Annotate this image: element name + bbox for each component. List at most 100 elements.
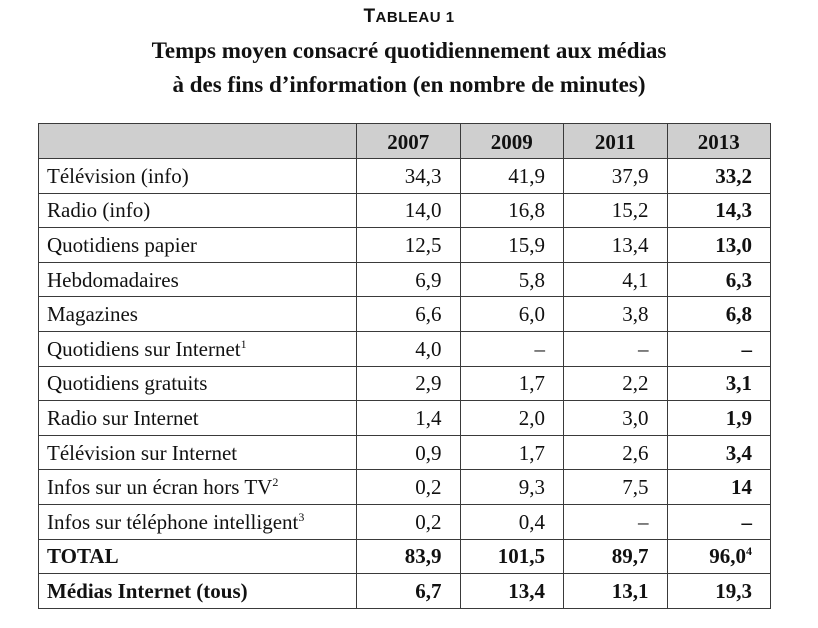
value-cell: 6,0	[459, 296, 564, 332]
value-text: 15,9	[508, 232, 545, 257]
row-label: Radio sur Internet	[38, 400, 357, 436]
value-text: 5,8	[518, 267, 545, 292]
value-cell: 1,4	[356, 400, 461, 436]
value-text: 0,4	[518, 509, 545, 534]
row-label: Médias Internet (tous)	[38, 573, 357, 609]
value-cell: 0,4	[459, 503, 564, 540]
row-label: Hebdomadaires	[38, 261, 357, 298]
row-label-text: Infos sur téléphone intelligent	[47, 509, 299, 534]
value-text: 41,9	[508, 163, 545, 188]
column-header: 2013	[666, 123, 771, 159]
value-cell: 13,1	[563, 573, 668, 609]
value-text: –	[638, 336, 649, 361]
value-text: 14	[731, 475, 752, 500]
value-cell: –	[563, 330, 668, 367]
value-text: 6,7	[415, 578, 442, 603]
table-row: Magazines 6,6 6,0 3,8 6,8	[38, 296, 771, 332]
value-text: 37,9	[611, 163, 649, 188]
value-cell: 14	[666, 469, 771, 505]
value-cell: 14,3	[666, 192, 771, 229]
table-row-internet-media: Médias Internet (tous) 6,7 13,4 13,1 19,3	[38, 573, 771, 609]
row-label-text: Quotidiens papier	[47, 232, 197, 257]
value-text: 89,7	[611, 544, 649, 569]
table-row: Quotidiens papier 12,5 15,9 13,4 13,0	[38, 227, 771, 263]
row-label: Quotidiens sur Internet1	[38, 330, 357, 367]
row-label-text: TOTAL	[47, 544, 119, 569]
table-row: Hebdomadaires 6,9 5,8 4,1 6,3	[38, 261, 771, 298]
value-cell: 2,0	[459, 400, 564, 436]
table-title-line-1: Temps moyen consacré quotidiennement aux…	[151, 38, 667, 63]
row-label-text: Médias Internet (tous)	[47, 578, 248, 603]
value-cell: –	[666, 330, 771, 367]
value-text: 96,0	[709, 544, 746, 569]
table-row: Radio sur Internet 1,4 2,0 3,0 1,9	[38, 400, 771, 436]
value-cell: 15,2	[563, 192, 668, 229]
value-text: 6,8	[725, 302, 752, 327]
value-text: 0,2	[415, 475, 442, 500]
value-cell: –	[459, 330, 564, 367]
media-time-table: 2007 2009 2011 2013 Télévision (info) 34,…	[38, 123, 771, 609]
value-text: 1,7	[518, 371, 545, 396]
row-label-text: Télévision (info)	[47, 163, 189, 188]
row-label: Infos sur un écran hors TV2	[38, 469, 357, 505]
table-header-corner	[38, 123, 357, 159]
value-cell: 41,9	[459, 158, 564, 194]
value-cell: 101,5	[459, 538, 564, 575]
value-cell: 1,7	[459, 434, 564, 471]
row-label-text: Télévision sur Internet	[47, 440, 238, 465]
value-cell: 2,2	[563, 365, 668, 402]
value-cell: 14,0	[356, 192, 461, 229]
value-cell: 89,7	[563, 538, 668, 575]
value-cell: 7,5	[563, 469, 668, 505]
table-body: Télévision (info) 34,3 41,9 37,9 33,2 Radio (…	[38, 158, 771, 609]
table-row: Infos sur téléphone intelligent3 0,2 0,4 – –	[38, 503, 771, 540]
value-text: 15,2	[611, 198, 649, 223]
value-cell: 0,9	[356, 434, 461, 471]
value-cell: 4,1	[563, 261, 668, 298]
value-cell: 9,3	[459, 469, 564, 505]
value-text: 6,6	[415, 302, 442, 327]
value-cell: 6,7	[356, 573, 461, 609]
value-text: 13,0	[715, 232, 752, 257]
value-cell: 19,3	[666, 573, 771, 609]
table-caption-label: TABLEAU 1	[363, 6, 455, 27]
value-text: 1,9	[725, 405, 752, 430]
value-cell: 6,8	[666, 296, 771, 332]
row-label-text: Magazines	[47, 302, 138, 327]
value-cell: 2,9	[356, 365, 461, 402]
value-cell: 3,1	[666, 365, 771, 402]
value-text: 1,7	[518, 440, 545, 465]
table-title-line-2: à des fins d’information (en nombre de m…	[172, 72, 646, 97]
value-text: 3,8	[622, 302, 649, 327]
value-text: 2,9	[415, 371, 442, 396]
table-row-total: TOTAL 83,9 101,5 89,7 96,04	[38, 538, 771, 575]
value-cell: 33,2	[666, 158, 771, 194]
value-cell: 3,0	[563, 400, 668, 436]
table-row: Télévision sur Internet 0,9 1,7 2,6 3,4	[38, 434, 771, 471]
column-header: 2009	[459, 123, 564, 159]
value-cell: 16,8	[459, 192, 564, 229]
value-text: 14,0	[404, 198, 442, 223]
value-text: 3,1	[725, 371, 752, 396]
value-cell: 4,0	[356, 330, 461, 367]
value-text: 6,9	[415, 267, 442, 292]
value-text: 16,8	[508, 198, 545, 223]
value-text: 0,2	[415, 509, 442, 534]
row-label: Télévision (info)	[38, 158, 357, 194]
value-text: 6,0	[518, 302, 545, 327]
value-cell: 3,8	[563, 296, 668, 332]
value-text: 4,0	[415, 336, 442, 361]
value-text: 2,2	[622, 371, 649, 396]
row-label: Radio (info)	[38, 192, 357, 229]
row-label: TOTAL	[38, 538, 357, 575]
value-text: 0,9	[415, 440, 442, 465]
table-row: Quotidiens gratuits 2,9 1,7 2,2 3,1	[38, 365, 771, 402]
footnote-marker: 1	[240, 336, 247, 351]
column-header: 2007	[356, 123, 461, 159]
value-text: 3,4	[725, 440, 752, 465]
value-cell: –	[666, 503, 771, 540]
value-cell: 3,4	[666, 434, 771, 471]
row-label-text: Quotidiens gratuits	[47, 371, 208, 396]
column-header: 2011	[563, 123, 668, 159]
row-label: Magazines	[38, 296, 357, 332]
